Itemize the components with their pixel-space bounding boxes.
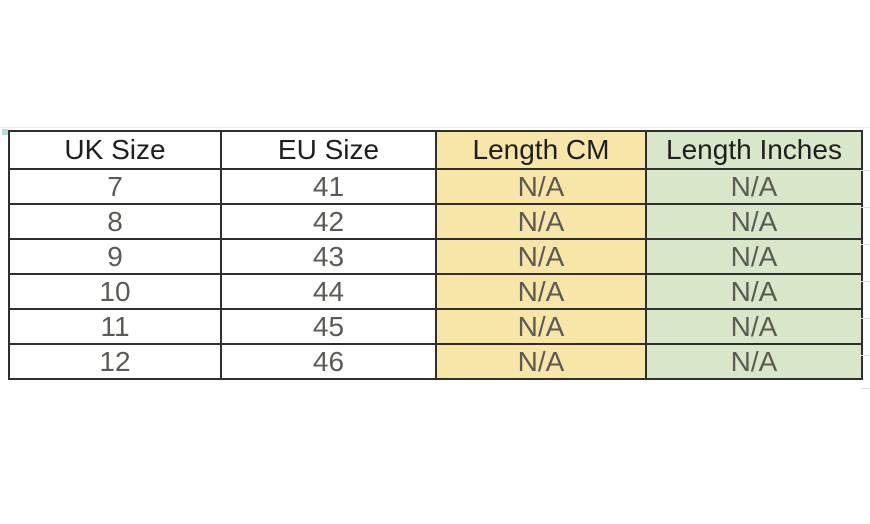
column-header-uk-size: UK Size xyxy=(8,130,222,170)
cell-uk: 10 xyxy=(8,273,222,310)
cell-eu: 43 xyxy=(220,238,437,275)
column-header-length-inches: Length Inches xyxy=(645,130,863,170)
gridline-tick xyxy=(861,207,870,208)
cell-cm: N/A xyxy=(435,343,647,380)
cell-uk: 7 xyxy=(8,168,222,205)
gridline-tick xyxy=(861,170,870,171)
gridline-tick xyxy=(861,355,870,356)
cell-cm: N/A xyxy=(435,308,647,345)
table-row: 11 45 N/A N/A xyxy=(8,308,863,345)
cell-eu: 44 xyxy=(220,273,437,310)
column-header-eu-size: EU Size xyxy=(220,130,437,170)
cell-cm: N/A xyxy=(435,238,647,275)
table-row: 7 41 N/A N/A xyxy=(8,168,863,205)
cell-eu: 45 xyxy=(220,308,437,345)
cell-inch: N/A xyxy=(645,168,863,205)
table-body: 7 41 N/A N/A 8 42 N/A N/A 9 43 N/A N/A 10 44 N/A N/A 11 4… xyxy=(8,168,863,380)
cell-eu: 42 xyxy=(220,203,437,240)
cell-inch: N/A xyxy=(645,203,863,240)
table-header-row: UK Size EU Size Length CM Length Inches xyxy=(8,130,863,170)
table-row: 12 46 N/A N/A xyxy=(8,343,863,380)
cell-cm: N/A xyxy=(435,203,647,240)
column-header-length-cm: Length CM xyxy=(435,130,647,170)
cell-uk: 12 xyxy=(8,343,222,380)
table-row: 9 43 N/A N/A xyxy=(8,238,863,275)
cell-inch: N/A xyxy=(645,238,863,275)
cell-inch: N/A xyxy=(645,343,863,380)
table-row: 10 44 N/A N/A xyxy=(8,273,863,310)
cell-eu: 46 xyxy=(220,343,437,380)
cell-uk: 9 xyxy=(8,238,222,275)
selection-corner-artifact xyxy=(2,129,8,135)
cell-inch: N/A xyxy=(645,273,863,310)
gridline-tick xyxy=(861,318,870,319)
cell-uk: 11 xyxy=(8,308,222,345)
size-chart-container: UK Size EU Size Length CM Length Inches … xyxy=(8,130,870,389)
faint-gridline xyxy=(0,127,870,128)
gridline-tick xyxy=(861,388,870,389)
table-row: 8 42 N/A N/A xyxy=(8,203,863,240)
gridline-tick xyxy=(861,281,870,282)
gridline-tick xyxy=(861,244,870,245)
cell-eu: 41 xyxy=(220,168,437,205)
size-chart-table: UK Size EU Size Length CM Length Inches … xyxy=(8,130,863,380)
cell-inch: N/A xyxy=(645,308,863,345)
cell-uk: 8 xyxy=(8,203,222,240)
cell-cm: N/A xyxy=(435,168,647,205)
cell-cm: N/A xyxy=(435,273,647,310)
